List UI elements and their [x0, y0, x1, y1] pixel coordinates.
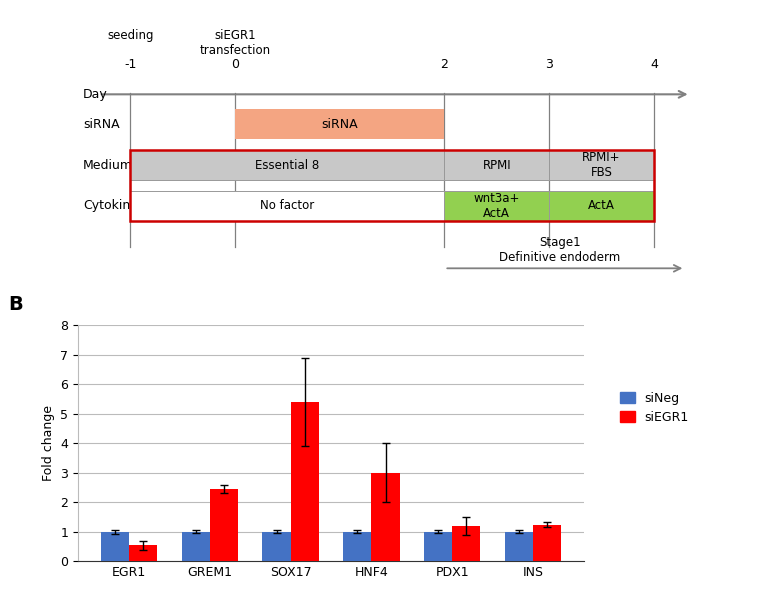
Bar — [549, 150, 654, 180]
Bar — [291, 402, 319, 561]
Bar — [372, 473, 400, 561]
Text: Essential 8: Essential 8 — [256, 158, 319, 171]
Text: 0: 0 — [231, 58, 239, 71]
Bar — [101, 532, 129, 561]
Text: RPMI+
FBS: RPMI+ FBS — [582, 151, 621, 179]
Bar — [182, 532, 210, 561]
Text: siRNA: siRNA — [83, 118, 120, 131]
Bar — [533, 525, 561, 561]
Text: Day: Day — [83, 88, 108, 101]
Bar — [235, 109, 444, 139]
Bar — [210, 489, 238, 561]
Bar — [424, 532, 453, 561]
Bar — [130, 150, 444, 180]
Bar — [444, 191, 549, 221]
Text: -1: -1 — [124, 58, 136, 71]
Bar — [130, 150, 654, 221]
Text: RPMI: RPMI — [482, 158, 511, 171]
Text: Stage1
Definitive endoderm: Stage1 Definitive endoderm — [499, 236, 620, 264]
Text: 4: 4 — [650, 58, 657, 71]
Text: Medium: Medium — [83, 158, 133, 171]
Text: wnt3a+
ActA: wnt3a+ ActA — [474, 192, 520, 220]
Text: seeding: seeding — [107, 29, 153, 42]
Text: No factor: No factor — [260, 199, 315, 212]
Text: B: B — [8, 296, 23, 314]
Bar — [344, 532, 372, 561]
Bar — [453, 526, 481, 561]
Bar — [263, 532, 291, 561]
Bar — [129, 545, 157, 561]
Bar — [505, 532, 533, 561]
Text: siEGR1
transfection: siEGR1 transfection — [199, 29, 270, 57]
Bar — [549, 191, 654, 221]
Bar — [444, 150, 549, 180]
Y-axis label: Fold change: Fold change — [41, 405, 55, 481]
Legend: siNeg, siEGR1: siNeg, siEGR1 — [616, 388, 693, 428]
Text: 2: 2 — [440, 58, 449, 71]
Text: ActA: ActA — [588, 199, 615, 212]
Text: siRNA: siRNA — [322, 118, 358, 131]
Text: Cytokine: Cytokine — [83, 199, 138, 212]
Bar — [130, 191, 444, 221]
Text: 3: 3 — [545, 58, 553, 71]
